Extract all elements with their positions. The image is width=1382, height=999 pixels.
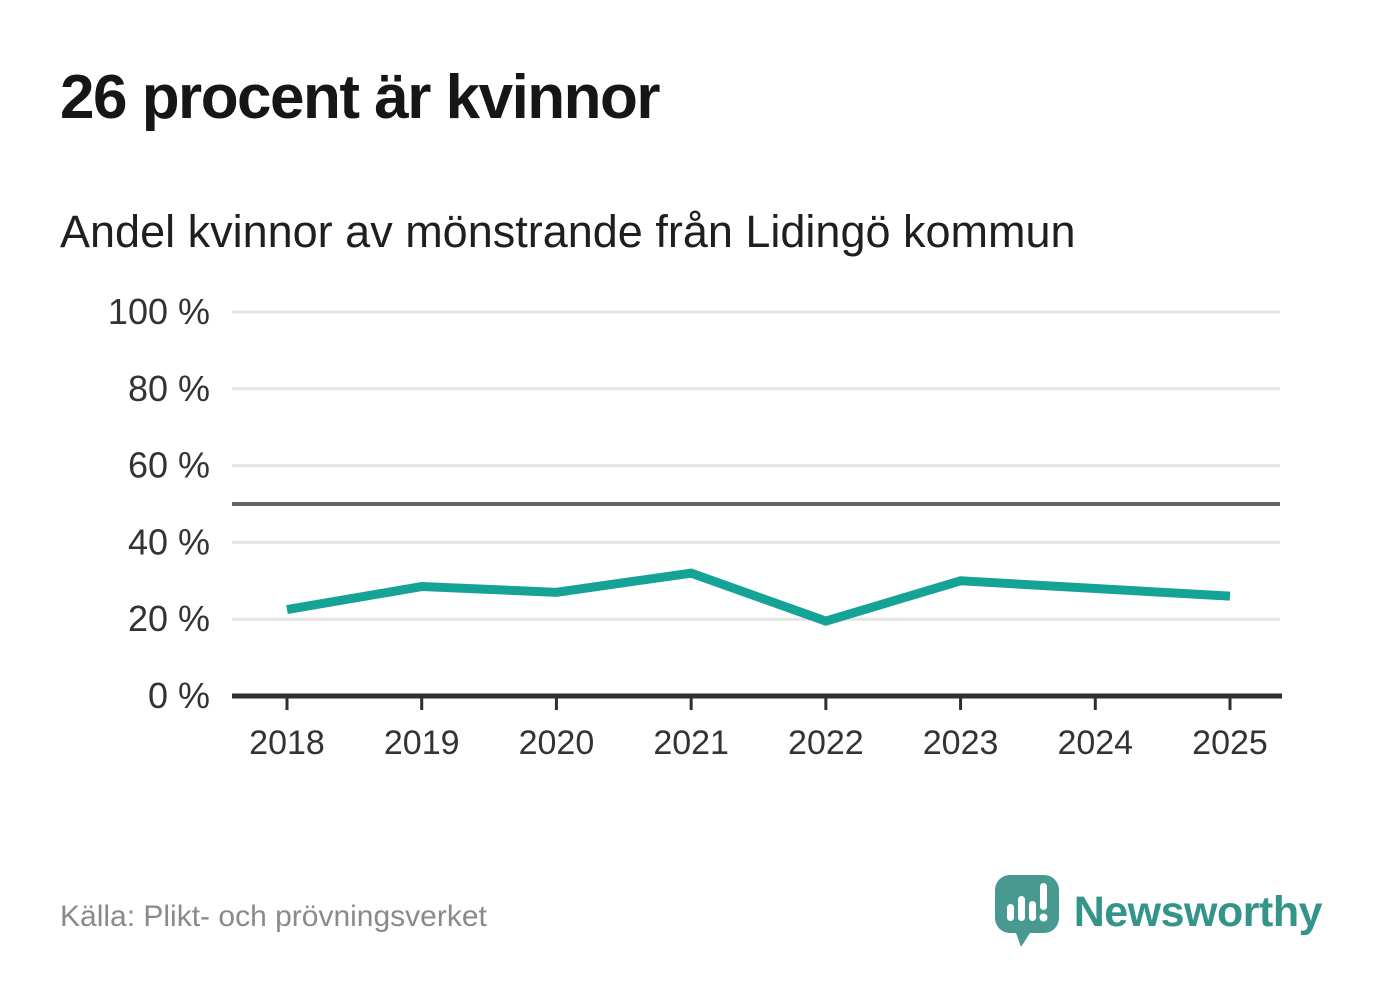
x-tick-label: 2024 <box>1057 724 1133 762</box>
x-tick-label: 2021 <box>653 724 729 762</box>
chart-subtitle: Andel kvinnor av mönstrande från Lidingö… <box>60 206 1076 257</box>
y-tick-label: 20 % <box>128 598 210 639</box>
page-title: 26 procent är kvinnor <box>60 63 661 132</box>
x-tick-label: 2025 <box>1192 724 1268 762</box>
y-tick-label: 40 % <box>128 521 210 562</box>
x-tick-label: 2019 <box>384 724 460 762</box>
brand-logo: Newsworthy <box>994 874 1323 950</box>
x-tick-label: 2018 <box>249 724 325 762</box>
y-tick-label: 60 % <box>128 445 210 486</box>
newsworthy-speech-bubble-chart-icon <box>994 875 1059 947</box>
y-axis-labels: 0 % 20 % 40 % 60 % 80 % 100 % <box>108 291 210 716</box>
brand-name: Newsworthy <box>1073 887 1323 936</box>
x-axis-labels: 2018 2019 2020 2021 2022 2023 2024 2025 <box>249 724 1268 762</box>
y-tick-label: 100 % <box>108 291 210 332</box>
y-tick-label: 0 % <box>148 675 210 716</box>
x-tick-label: 2022 <box>788 724 864 762</box>
data-line-andel-kvinnor <box>286 568 1231 626</box>
source-attribution: Källa: Plikt- och prövningsverket <box>60 900 487 933</box>
x-axis <box>232 693 1282 710</box>
line-chart: 0 % 20 % 40 % 60 % 80 % 100 % 2018 2019 2020 2021… <box>108 291 1282 762</box>
x-tick-label: 2020 <box>519 724 595 762</box>
y-gridlines <box>232 310 1280 621</box>
x-tick-label: 2023 <box>923 724 999 762</box>
y-tick-label: 80 % <box>128 368 210 409</box>
